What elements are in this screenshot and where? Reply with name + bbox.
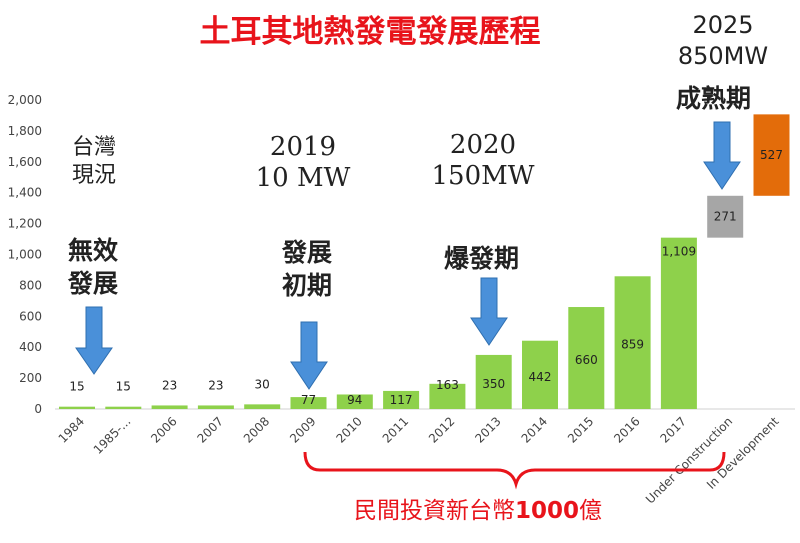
bar	[197, 405, 234, 409]
y-tick-label: 0	[34, 402, 42, 416]
arrow-down-icon	[290, 321, 328, 390]
x-tick-label: 2014	[519, 414, 550, 445]
x-tick-label: 2009	[287, 414, 318, 445]
y-tick-label: 1,800	[8, 124, 42, 138]
bar	[336, 394, 373, 409]
bar-value-label: 527	[760, 148, 783, 162]
x-axis-labels: 1984 1985-... 2006 2007 2008 2009 2010 2011 2012…	[56, 414, 782, 507]
bar	[429, 383, 466, 409]
arrow-down-icon	[75, 306, 113, 375]
bar-value-label: 1,109	[662, 245, 696, 259]
x-tick-label: 2016	[611, 414, 642, 445]
bar-value-label: 859	[621, 338, 644, 352]
bar-value-label: 660	[575, 353, 598, 367]
bar-value-label: 30	[255, 377, 270, 391]
bar	[753, 114, 790, 196]
bar-value-label: 271	[714, 210, 737, 224]
arrow-down-icon	[703, 121, 741, 190]
bar-value-label: 15	[69, 380, 84, 394]
bars: 15 15 23 23 30 77 94 117 163 350 442 660 859 1,109 271…	[59, 114, 790, 409]
x-tick-label: 2015	[565, 414, 596, 445]
x-tick-label: 2006	[148, 414, 179, 445]
x-tick-label: 2007	[195, 414, 226, 445]
bar	[707, 195, 744, 238]
bar	[151, 405, 188, 409]
bar	[244, 404, 281, 409]
bar-value-label: 15	[116, 380, 131, 394]
y-tick-label: 1,000	[8, 248, 42, 262]
y-tick-label: 200	[19, 371, 42, 385]
bar	[383, 390, 420, 409]
annotation-2019: 2019 10 MW	[255, 132, 351, 193]
x-tick-label: 1985-...	[91, 414, 134, 457]
y-tick-label: 2,000	[8, 93, 42, 107]
bar	[568, 307, 605, 409]
y-tick-label: 800	[19, 278, 42, 292]
bar	[105, 406, 142, 409]
bar	[475, 354, 512, 409]
arrow-down-icon	[470, 277, 508, 346]
y-tick-label: 400	[19, 340, 42, 354]
bar	[660, 237, 697, 409]
investment-label: 民間投資新台幣1000億	[354, 498, 603, 524]
x-tick-label: 1984	[56, 414, 87, 445]
x-tick-label: 2008	[241, 414, 272, 445]
bar-value-label: 350	[482, 377, 505, 391]
bar-value-label: 23	[208, 378, 223, 392]
bar-value-label: 163	[436, 378, 459, 392]
annotation-2020: 2020 150MW	[431, 130, 535, 191]
x-tick-label: 2012	[426, 414, 457, 445]
annotation-2025: 2025 850MW	[677, 11, 769, 70]
bar	[290, 397, 327, 409]
x-tick-label: 2017	[658, 414, 689, 445]
y-tick-label: 1,400	[8, 186, 42, 200]
bar-value-label: 94	[347, 393, 362, 407]
stage-early-label: 發展 初期	[282, 238, 333, 300]
y-tick-label: 1,200	[8, 217, 42, 231]
stage-boom-label: 爆發期	[444, 244, 520, 273]
taiwan-status-label: 台灣 現況	[72, 135, 117, 188]
stage-ineffective-label: 無效 發展	[68, 236, 119, 298]
x-tick-label: 2013	[472, 414, 503, 445]
bar-value-label: 442	[529, 370, 552, 384]
y-axis: 0 200 400 600 800 1,000 1,200 1,400 1,600 1,800 2,…	[8, 93, 42, 416]
bar-value-label: 117	[390, 393, 413, 407]
y-tick-label: 1,600	[8, 155, 42, 169]
x-tick-label: 2011	[380, 414, 411, 445]
slide-title: 土耳其地熱發電發展歷程	[199, 14, 541, 50]
bar	[614, 276, 651, 409]
bar	[522, 340, 558, 409]
investment-brace	[303, 451, 726, 490]
x-tick-label: 2010	[333, 414, 364, 445]
stage-mature-label: 成熟期	[676, 84, 752, 113]
bar	[59, 406, 95, 409]
y-tick-label: 600	[19, 309, 42, 323]
bar-value-label: 23	[162, 378, 177, 392]
bar-value-label: 77	[301, 393, 316, 407]
